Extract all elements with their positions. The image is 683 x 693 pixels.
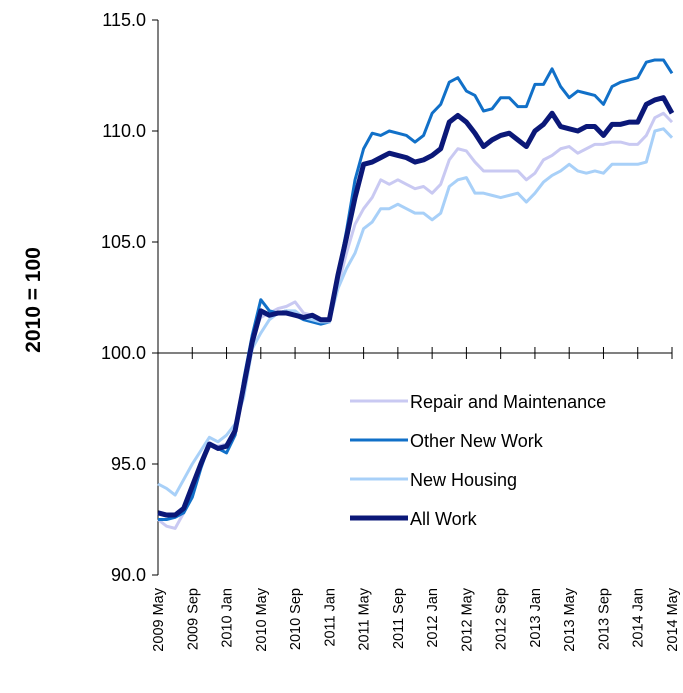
x-tick-label: 2014 May [665, 587, 681, 651]
legend-label: Repair and Maintenance [410, 392, 606, 412]
legend-label: Other New Work [410, 431, 544, 451]
y-tick-label: 105.0 [101, 232, 146, 252]
y-tick-label: 115.0 [102, 10, 146, 30]
legend-label: All Work [410, 509, 478, 529]
y-tick-label: 100.0 [101, 343, 146, 363]
x-tick-label: 2013 Sep [596, 588, 612, 650]
x-tick-label: 2013 May [562, 587, 578, 651]
x-tick-label: 2009 Sep [185, 588, 201, 650]
x-tick-label: 2009 May [151, 587, 167, 651]
y-axis-label: 2010 = 100 [22, 247, 45, 353]
x-tick-label: 2011 May [357, 587, 373, 650]
series-line [157, 111, 674, 530]
legend-label: New Housing [410, 470, 517, 490]
y-tick-label: 95.0 [111, 454, 146, 474]
x-tick-label: 2014 Jan [631, 588, 647, 648]
series-line [157, 95, 675, 518]
x-tick-label: 2012 Jan [425, 588, 441, 648]
y-tick-label: 110.0 [102, 121, 146, 141]
x-tick-label: 2013 Jan [528, 588, 544, 648]
x-tick-label: 2010 May [254, 587, 270, 651]
x-tick-label: 2011 Sep [391, 588, 407, 649]
x-tick-label: 2010 Jan [220, 588, 236, 648]
y-tick-label: 90.0 [111, 565, 146, 585]
x-tick-label: 2012 Sep [494, 588, 510, 650]
x-tick-label: 2011 Jan [322, 588, 338, 647]
x-tick-label: 2012 May [459, 587, 475, 651]
x-tick-label: 2010 Sep [288, 588, 304, 650]
